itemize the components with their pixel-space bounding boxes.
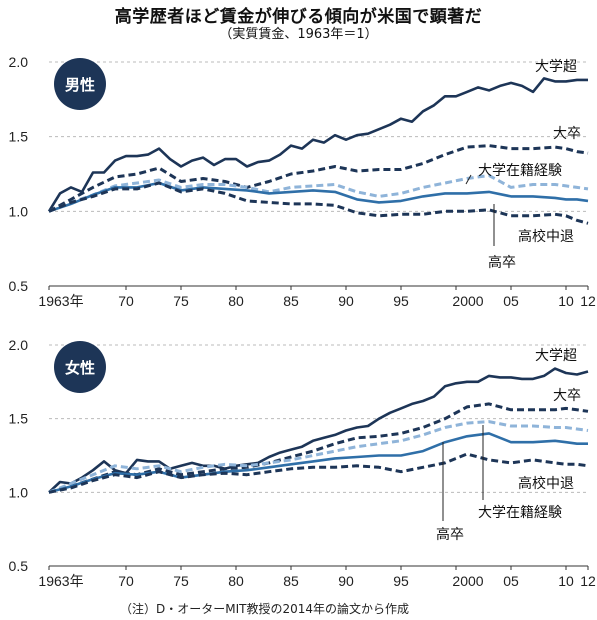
y-tick-label: 0.5	[9, 558, 29, 574]
series-line-2	[48, 420, 589, 494]
x-tick-label: 90	[338, 573, 354, 589]
x-tick-label: 75	[173, 293, 189, 309]
panel-male: 0.5 1.0 1.5 2.0 1963年 70 75 80 85 90 95 2000 05 10 12 大…	[9, 54, 596, 309]
x-tick-label: 1963年	[38, 293, 83, 309]
y-tick-label: 1.0	[9, 203, 29, 219]
x-tick-label: 2000	[452, 293, 483, 309]
x-tick-label: 70	[118, 573, 134, 589]
x-tick-label: 10	[558, 573, 574, 589]
x-tick-label: 70	[118, 293, 134, 309]
chart-title: 高学歴者ほど賃金が伸びる傾向が米国で顕著だ	[114, 7, 483, 27]
series-label-2: 大学在籍経験	[478, 504, 562, 521]
y-tick-label: 0.5	[9, 278, 29, 294]
series-label-1: 大卒	[553, 126, 581, 142]
x-tick-label: 10	[558, 293, 574, 309]
chart-subtitle: （実質賃金、1963年＝1）	[219, 27, 378, 42]
series-label-3: 高卒	[436, 526, 464, 543]
series-line-3	[48, 181, 589, 213]
series-label-0: 大学超	[535, 59, 577, 75]
panel-badge	[54, 341, 106, 393]
x-tick-label: 12	[580, 293, 596, 309]
series-line-1	[48, 402, 589, 494]
x-tick-label: 80	[228, 573, 244, 589]
series-label-4: 高校中退	[518, 475, 574, 492]
series-label-1: 大卒	[553, 388, 581, 404]
y-tick-label: 1.5	[9, 129, 29, 145]
x-tick-label: 12	[580, 573, 596, 589]
x-tick-label: 05	[503, 573, 519, 589]
y-tick-label: 2.0	[9, 337, 29, 353]
x-tick-label: 2000	[452, 573, 483, 589]
x-tick-label: 1963年	[38, 573, 83, 589]
series-label-2: 大学在籍経験	[478, 162, 562, 179]
chart-canvas: 0.5 1.0 1.5 2.0 1963年 70 75 80 85 90 95 2000 05 10 12 大…	[9, 54, 596, 589]
x-tick-label: 90	[338, 293, 354, 309]
panel-female: 0.5 1.0 1.5 2.0 1963年 70 75 80 85 90 95 2000 05 10 12 大…	[9, 337, 596, 589]
series-line-4	[48, 452, 589, 494]
y-tick-label: 1.0	[9, 484, 29, 500]
panel-badge-label: 男性	[65, 76, 95, 94]
series-label-4: 高校中退	[518, 228, 574, 245]
series-line-4	[48, 181, 589, 225]
series-line-1	[48, 144, 589, 213]
series-line-3	[48, 432, 588, 494]
x-tick-label: 85	[283, 573, 299, 589]
series-line-2	[48, 174, 589, 213]
series-label-0: 大学超	[535, 348, 577, 364]
series-line-0	[48, 367, 589, 494]
series-label-3: 高卒	[488, 254, 516, 271]
leader-line	[465, 174, 472, 185]
panel-badge-label: 女性	[65, 359, 95, 377]
series-line-0	[47, 77, 588, 212]
panel-badge	[54, 58, 106, 110]
y-tick-label: 1.5	[9, 411, 29, 427]
x-tick-label: 05	[503, 293, 519, 309]
y-tick-label: 2.0	[9, 54, 29, 70]
x-tick-label: 85	[283, 293, 299, 309]
x-tick-label: 80	[228, 293, 244, 309]
x-tick-label: 95	[393, 573, 409, 589]
source-note: （注）D・オーターMIT教授の2014年の論文から作成	[120, 602, 410, 616]
x-tick-label: 95	[393, 293, 409, 309]
x-tick-label: 75	[173, 573, 189, 589]
